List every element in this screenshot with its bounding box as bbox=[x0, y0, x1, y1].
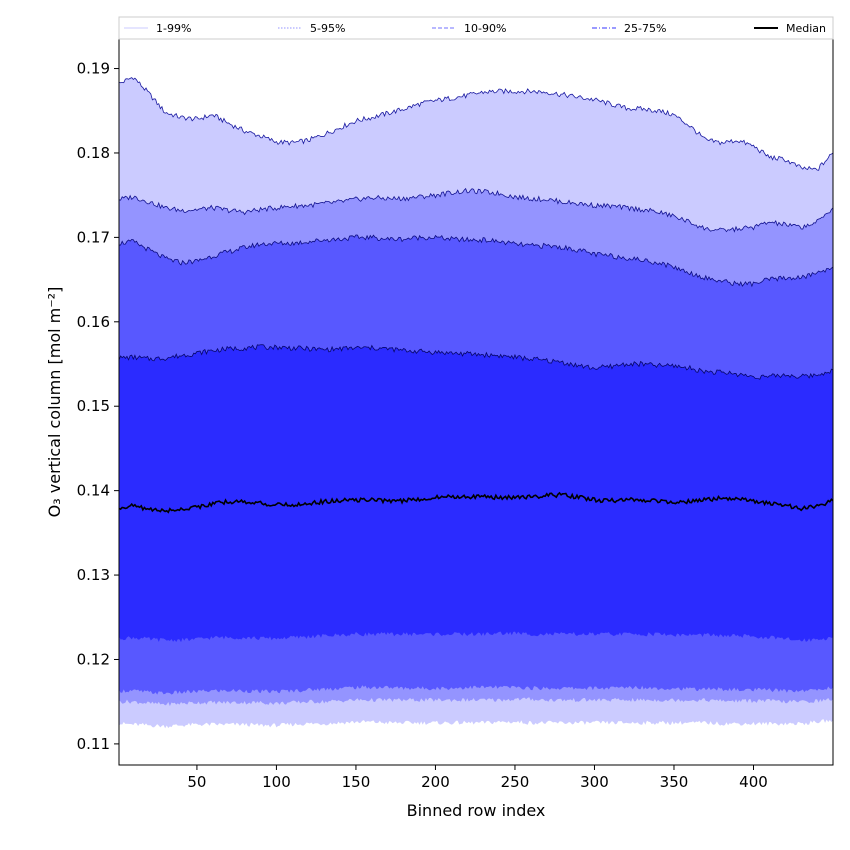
x-axis-label: Binned row index bbox=[407, 801, 546, 820]
y-tick-label: 0.19 bbox=[77, 60, 110, 78]
median-line bbox=[118, 491, 834, 514]
y-tick-label: 0.14 bbox=[77, 482, 110, 500]
legend-label: 25-75% bbox=[624, 22, 666, 35]
legend-label: 10-90% bbox=[464, 22, 506, 35]
y-axis-label: O₃ vertical column [mol m⁻²] bbox=[45, 287, 64, 518]
band-upper-edge bbox=[118, 344, 834, 380]
y-tick-label: 0.13 bbox=[77, 566, 110, 584]
y-axis: 0.11 0.12 0.13 0.14 0.15 0.16 0.17 0.18 0.19 bbox=[77, 60, 119, 753]
x-tick-label: 150 bbox=[342, 773, 371, 791]
plot-area bbox=[118, 77, 834, 729]
y-tick-label: 0.18 bbox=[77, 144, 110, 162]
y-tick-label: 0.15 bbox=[77, 397, 110, 415]
legend-label: 5-95% bbox=[310, 22, 345, 35]
y-tick-label: 0.12 bbox=[77, 650, 110, 668]
legend: 1-99% 5-95% 10-90% 25-75% Median bbox=[118, 16, 834, 40]
x-tick-label: 350 bbox=[660, 773, 689, 791]
x-axis: 50 100 150 200 250 300 350 400 bbox=[187, 765, 768, 791]
band-upper-edge bbox=[118, 77, 834, 171]
legend-label: Median bbox=[786, 22, 826, 35]
band-upper-edge bbox=[118, 187, 834, 233]
y-tick-label: 0.11 bbox=[77, 735, 110, 753]
y-tick-label: 0.17 bbox=[77, 228, 110, 246]
legend-box bbox=[118, 16, 834, 40]
band-25-to-75 bbox=[119, 344, 833, 643]
band-upper-edge bbox=[118, 234, 834, 288]
legend-label: 1-99% bbox=[156, 22, 191, 35]
x-tick-label: 400 bbox=[739, 773, 768, 791]
x-tick-label: 200 bbox=[421, 773, 450, 791]
y-tick-label: 0.16 bbox=[77, 313, 110, 331]
x-tick-label: 50 bbox=[187, 773, 206, 791]
x-tick-label: 250 bbox=[501, 773, 530, 791]
x-tick-label: 300 bbox=[580, 773, 609, 791]
x-tick-label: 100 bbox=[262, 773, 291, 791]
